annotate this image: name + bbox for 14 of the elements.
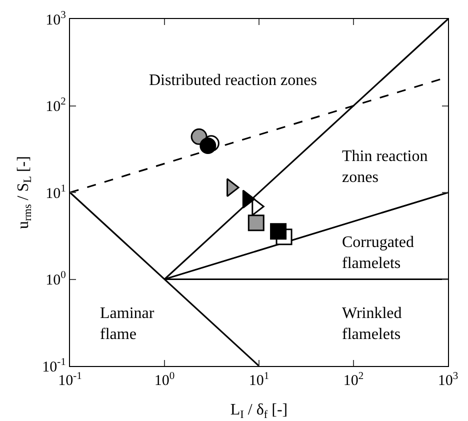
x-axis-title: L$_{I}$ / δ$_{f}$ [-] <box>230 402 288 421</box>
x-tick-label: 10$^{2}$ <box>343 370 364 390</box>
y-tick-label: 10$^{1}$ <box>46 183 66 202</box>
annotation: Wrinkled flamelets <box>342 305 402 343</box>
x-tick-label: 10$^{3}$ <box>438 370 458 390</box>
x-tick-label: 10$^{0}$ <box>154 370 175 390</box>
annotation: Corrugated flamelets <box>342 234 414 272</box>
annotation: Thin reaction zones <box>342 148 428 186</box>
annotation: Laminar flame <box>100 305 155 343</box>
y-tick-label: 10$^{0}$ <box>46 270 66 288</box>
y-tick-label: 10$^{2}$ <box>46 96 66 115</box>
annotation: Distributed reaction zones <box>149 72 317 89</box>
x-tick-label: 10$^{1}$ <box>248 370 270 390</box>
y-tick-label: 10$^{3}$ <box>46 10 66 28</box>
